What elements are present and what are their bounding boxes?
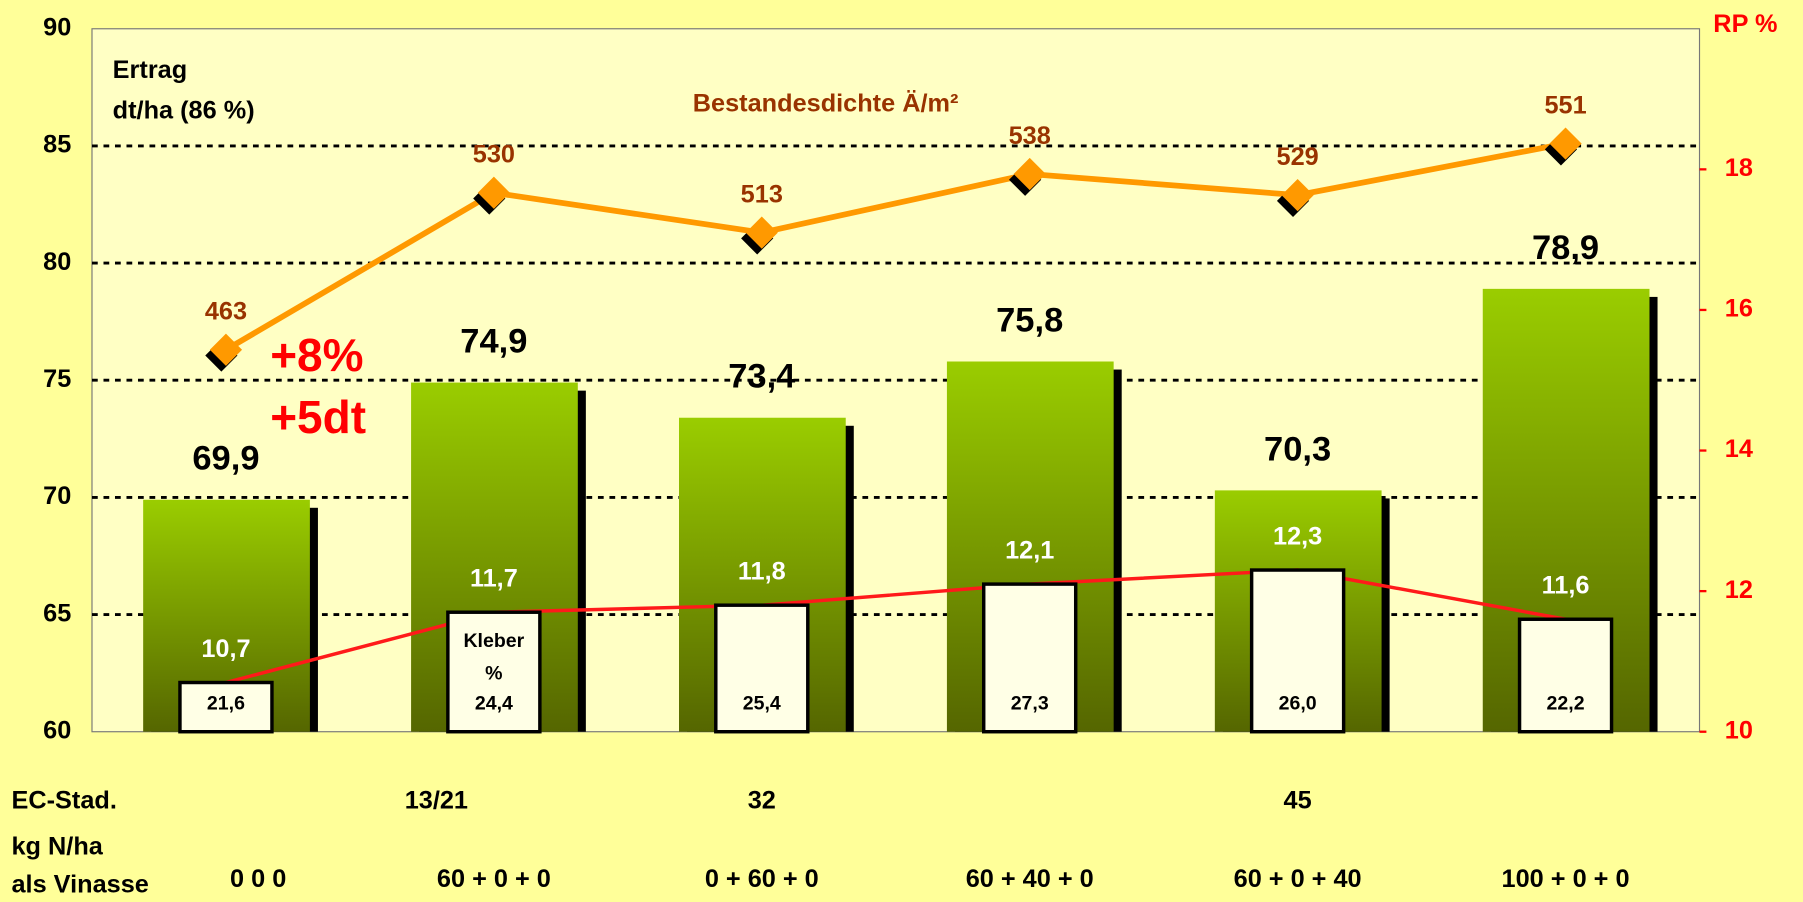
density-label: 538	[1009, 122, 1051, 150]
bar-value-label: 78,9	[1532, 229, 1599, 267]
row-label: kg N/ha	[11, 833, 103, 861]
density-name: Bestandesdichte Ä/m²	[693, 89, 959, 117]
x-tick-label: 60 + 0 + 40	[1234, 865, 1362, 893]
kleber-label: 24,4	[475, 692, 513, 714]
y2-axis-label: RP %	[1713, 10, 1777, 38]
y-tick-label: 75	[43, 365, 71, 393]
protein-label: 11,7	[470, 565, 518, 593]
annotation: +8%	[270, 329, 363, 381]
bar-value-label: 75,8	[996, 301, 1063, 339]
ec-stage: 45	[1284, 787, 1312, 815]
protein-box	[714, 603, 810, 734]
y2-tick-label: 14	[1725, 435, 1753, 463]
kleber-label: 25,4	[743, 692, 781, 714]
y2-tick-label: 12	[1725, 576, 1753, 604]
y2-tick-label: 16	[1725, 295, 1753, 323]
kleber-label: 21,6	[207, 692, 245, 714]
density-label: 513	[741, 180, 783, 208]
ec-stage: 13/21	[405, 787, 468, 815]
y-axis-label: Ertrag	[113, 56, 187, 84]
density-label: 551	[1544, 91, 1586, 119]
y-tick-label: 70	[43, 482, 71, 510]
y-axis-label: dt/ha (86 %)	[113, 96, 255, 124]
y2-tick-label: 18	[1725, 154, 1753, 182]
density-label: 530	[473, 141, 515, 169]
x-tick-label: 100 + 0 + 0	[1502, 865, 1630, 893]
ec-stage: 32	[748, 787, 776, 815]
bar-value-label: 74,9	[460, 323, 527, 361]
protein-box	[1517, 617, 1614, 734]
density-marker	[745, 216, 778, 249]
kleber-name: %	[485, 662, 502, 684]
annotation: +5dt	[270, 391, 366, 443]
protein-label: 11,6	[1542, 572, 1590, 600]
row-label: EC-Stad.	[11, 787, 116, 815]
protein-label: 11,8	[738, 558, 786, 586]
kleber-label: 26,0	[1279, 692, 1317, 714]
protein-box	[178, 680, 274, 734]
protein-box	[981, 582, 1078, 734]
y-tick-label: 60	[43, 716, 71, 744]
protein-label: 12,1	[1005, 537, 1054, 565]
row-label: als Vinasse	[11, 871, 148, 899]
kleber-label: 22,2	[1547, 692, 1585, 714]
y-tick-label: 85	[43, 131, 71, 159]
x-tick-label: 0 0 0	[230, 865, 286, 893]
x-tick-label: 0 + 60 + 0	[705, 865, 819, 893]
protein-label: 12,3	[1273, 523, 1322, 551]
density-label: 463	[205, 298, 247, 326]
y-tick-label: 80	[43, 248, 71, 276]
density-marker	[1549, 127, 1582, 160]
bar-value-label: 70,3	[1264, 430, 1331, 468]
protein-box	[446, 610, 542, 734]
y-tick-label: 90	[43, 13, 71, 41]
protein-label: 10,7	[201, 635, 250, 663]
y-tick-label: 65	[43, 599, 71, 627]
x-tick-label: 60 + 40 + 0	[966, 865, 1094, 893]
y2-tick-label: 10	[1725, 716, 1753, 744]
density-marker	[1281, 179, 1314, 212]
density-label: 529	[1277, 143, 1319, 171]
bar-value-label: 73,4	[728, 358, 795, 396]
kleber-label: 27,3	[1011, 692, 1049, 714]
density-line	[224, 140, 1567, 353]
kleber-name: Kleber	[463, 630, 524, 652]
x-tick-label: 60 + 0 + 0	[437, 865, 551, 893]
protein-box	[1249, 568, 1346, 734]
bar-value-label: 69,9	[192, 440, 259, 478]
